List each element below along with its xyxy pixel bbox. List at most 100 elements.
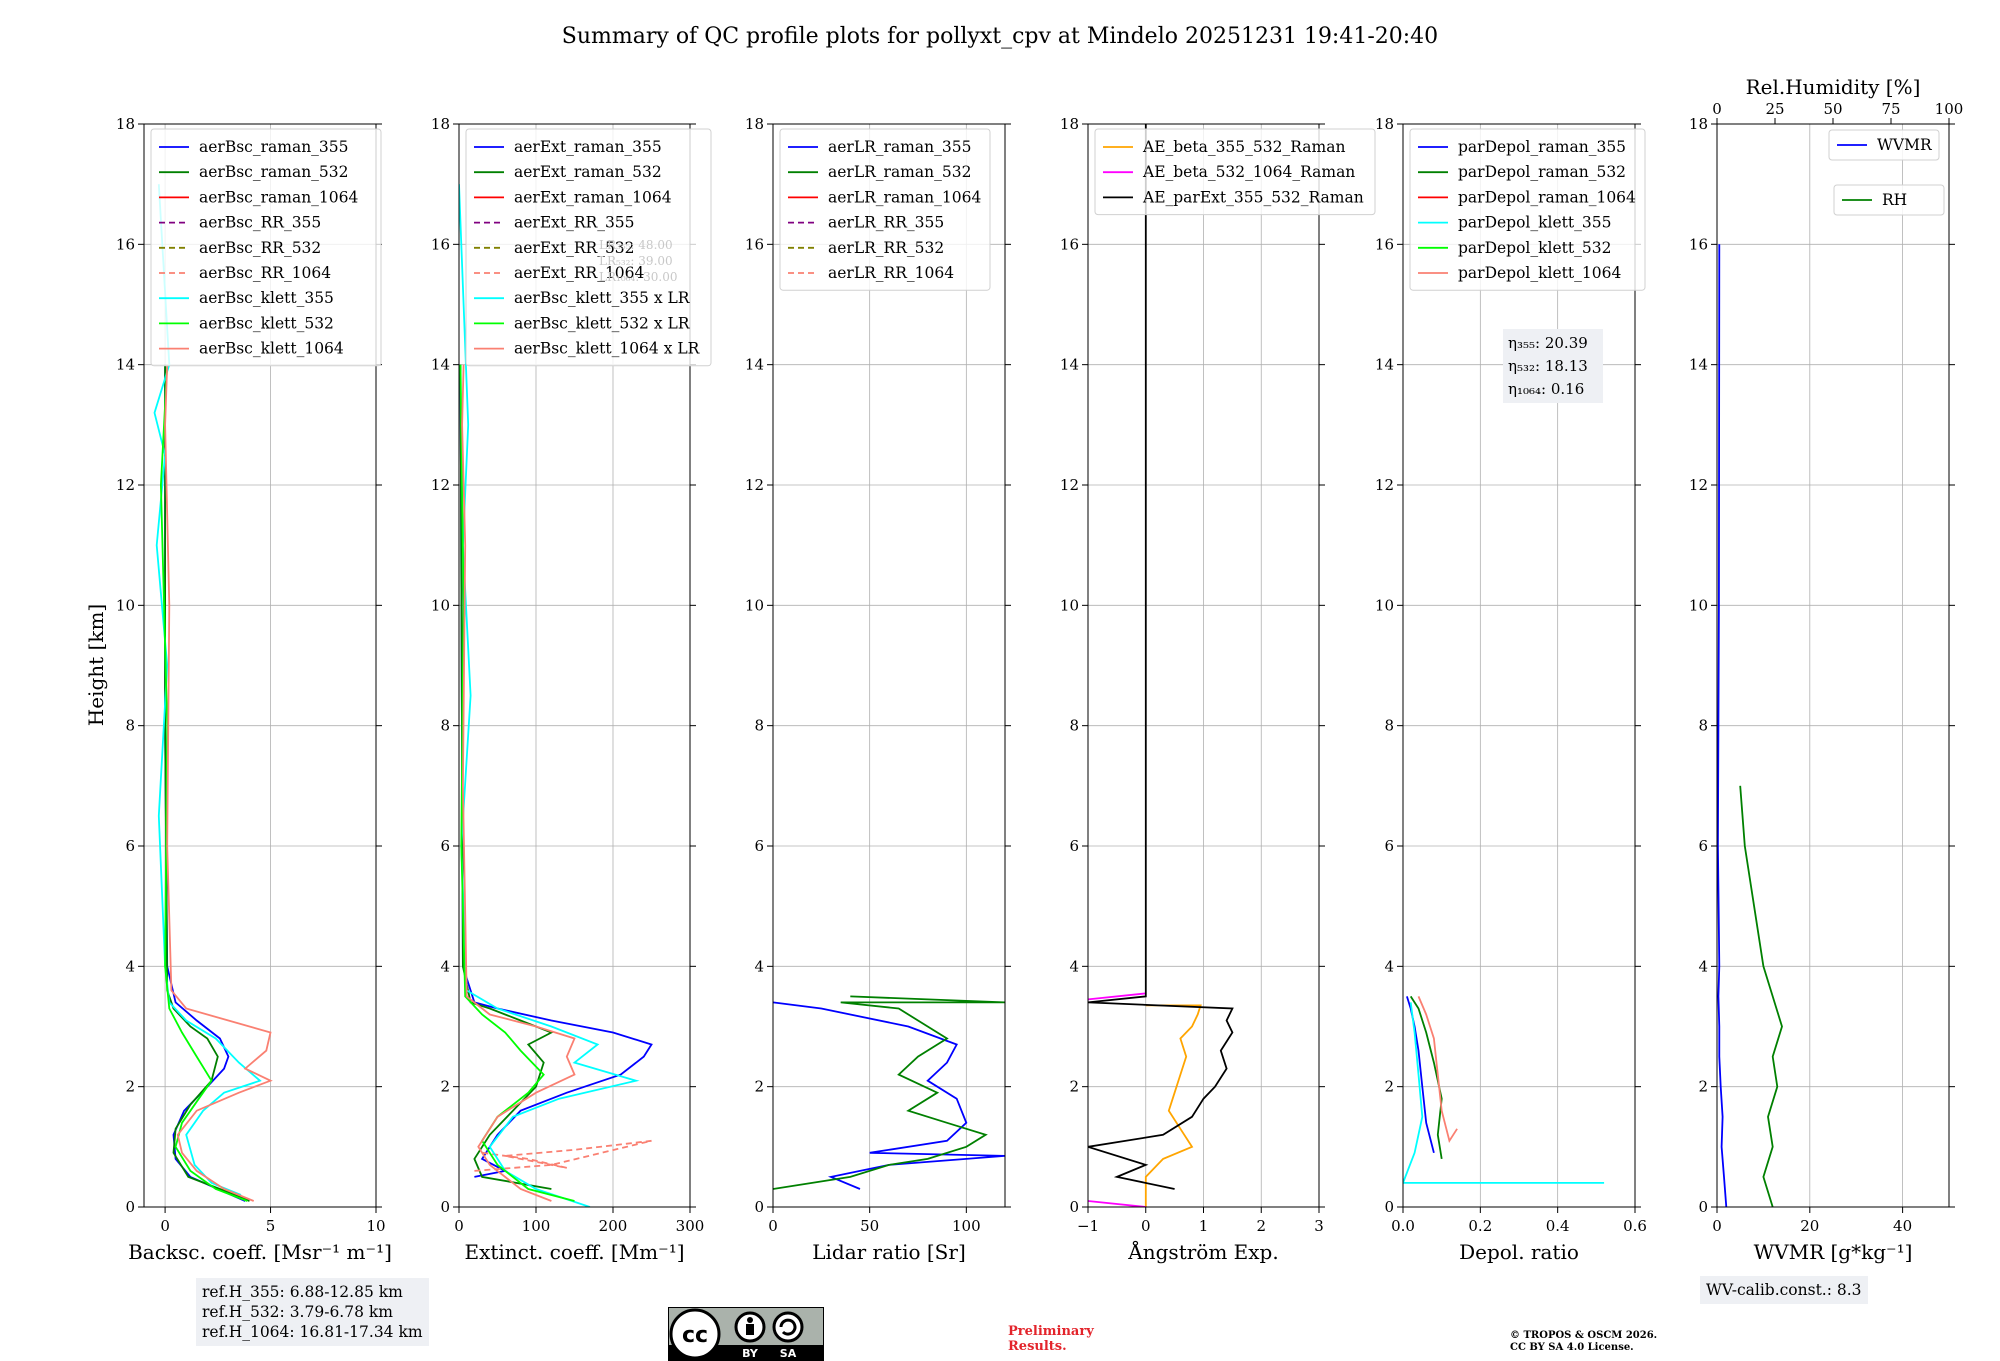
cc-sa-label: SA bbox=[780, 1347, 797, 1360]
y-tick-label: 4 bbox=[1069, 957, 1079, 975]
cc-license-badge: cc BY SA bbox=[668, 1307, 824, 1361]
series-line bbox=[1717, 244, 1728, 1207]
x-axis-label: Ångström Exp. bbox=[1127, 1239, 1278, 1264]
legend-label: aerLR_raman_532 bbox=[828, 163, 971, 181]
y-tick-label: 2 bbox=[125, 1078, 135, 1096]
legend-label: aerBsc_klett_1064 x LR bbox=[514, 340, 701, 358]
y-tick-label: 2 bbox=[754, 1078, 764, 1096]
y-tick-label: 8 bbox=[1384, 717, 1394, 735]
legend-label: aerBsc_klett_355 x LR bbox=[514, 289, 691, 307]
series-line bbox=[164, 364, 273, 1202]
x-tick-label: 100 bbox=[522, 1217, 551, 1235]
series-line bbox=[459, 184, 640, 1207]
y-tick-label: 8 bbox=[440, 717, 450, 735]
legend-label: AE_beta_355_532_Raman bbox=[1142, 138, 1345, 156]
sa-sharealike-icon bbox=[772, 1311, 804, 1343]
y-tick-label: 18 bbox=[431, 115, 450, 133]
series-line bbox=[1403, 1002, 1605, 1184]
x-tick-label: 0 bbox=[160, 1217, 170, 1235]
legend-label: aerLR_raman_1064 bbox=[828, 188, 981, 206]
y-tick-label: 4 bbox=[754, 957, 764, 975]
series-line bbox=[1417, 996, 1458, 1144]
y-tick-label: 6 bbox=[1069, 837, 1079, 855]
x-axis-label: Backsc. coeff. [Msr⁻¹ m⁻¹] bbox=[128, 1240, 392, 1264]
series-line bbox=[1088, 992, 1146, 1001]
series-line bbox=[1409, 995, 1443, 1160]
y-tick-label: 14 bbox=[1689, 356, 1708, 374]
series-group bbox=[1717, 244, 1783, 1207]
x-tick-label: 5 bbox=[266, 1217, 276, 1235]
x-tick-label: 0.6 bbox=[1623, 1217, 1647, 1235]
y-tick-label: 2 bbox=[1069, 1078, 1079, 1096]
legend: parDepol_raman_355 parDepol_raman_532 parD… bbox=[1409, 128, 1646, 291]
top-x-tick-label: 100 bbox=[1935, 100, 1964, 118]
x-axis-label: Lidar ratio [Sr] bbox=[812, 1240, 966, 1264]
y-tick-label: 16 bbox=[1060, 235, 1079, 253]
panel-lidar_ratio: 0 2 4 6 8 10 12 14 16 18 0 50 100 Lidar ratio [Sr] aer… bbox=[745, 115, 1011, 1264]
y-tick-label: 0 bbox=[1384, 1198, 1394, 1216]
top-x-tick-label: 50 bbox=[1823, 100, 1842, 118]
y-tick-label: 18 bbox=[116, 115, 135, 133]
y-tick-label: 18 bbox=[1689, 115, 1708, 133]
legend: aerExt_raman_355 aerExt_raman_532 aerExt_r… bbox=[465, 128, 712, 367]
panel-backscatter: 0 2 4 6 8 10 12 14 16 18 0 5 10 Backsc. coeff. [Msr⁻¹… bbox=[116, 115, 392, 1264]
y-tick-label: 4 bbox=[440, 957, 450, 975]
legend-box bbox=[1833, 184, 1945, 216]
series-line bbox=[459, 364, 575, 1202]
legend-label: aerLR_RR_355 bbox=[828, 214, 944, 232]
preliminary-line-1: Preliminary bbox=[1008, 1324, 1094, 1339]
series-line bbox=[1739, 785, 1783, 1207]
y-tick-label: 4 bbox=[1384, 957, 1394, 975]
lr-annotation: LR₁₀₆₄: 30.00 bbox=[599, 270, 677, 284]
series-group bbox=[773, 995, 1005, 1190]
legend: AE_beta_355_532_Raman AE_beta_532_1064_Ra… bbox=[1094, 128, 1376, 216]
y-tick-label: 0 bbox=[125, 1198, 135, 1216]
legend-label: RH bbox=[1882, 191, 1907, 209]
eta-annotation: η₃₅₅: 20.39 bbox=[1508, 334, 1588, 352]
y-tick-label: 12 bbox=[431, 476, 450, 494]
x-tick-label: 0.4 bbox=[1546, 1217, 1570, 1235]
y-tick-label: 10 bbox=[745, 596, 764, 614]
x-tick-label: 0 bbox=[454, 1217, 464, 1235]
series-line bbox=[1088, 124, 1234, 1190]
y-tick-label: 14 bbox=[1375, 356, 1394, 374]
legend-box bbox=[150, 128, 382, 367]
y-tick-label: 10 bbox=[116, 596, 135, 614]
x-tick-label: 50 bbox=[860, 1217, 879, 1235]
top-x-tick-label: 75 bbox=[1881, 100, 1900, 118]
legend-box bbox=[1409, 128, 1646, 291]
top-x-tick-label: 0 bbox=[1712, 100, 1722, 118]
copyright-line-1: © TROPOS & OSCM 2026. bbox=[1510, 1330, 1658, 1341]
y-tick-label: 6 bbox=[1698, 837, 1708, 855]
legend-label: aerLR_RR_532 bbox=[828, 239, 944, 257]
top-x-tick-label: 25 bbox=[1765, 100, 1784, 118]
legend: aerBsc_raman_355 aerBsc_raman_532 aerBsc_r… bbox=[150, 128, 382, 367]
legend-label: aerExt_RR_355 bbox=[514, 214, 635, 232]
x-tick-label: 10 bbox=[366, 1217, 385, 1235]
y-tick-label: 14 bbox=[431, 356, 450, 374]
y-tick-label: 6 bbox=[440, 837, 450, 855]
y-tick-label: 10 bbox=[1375, 596, 1394, 614]
y-tick-label: 8 bbox=[754, 717, 764, 735]
series-group bbox=[1088, 124, 1234, 1207]
y-tick-label: 8 bbox=[1698, 717, 1708, 735]
eta-box bbox=[1503, 329, 1603, 403]
legend-label: aerBsc_RR_1064 bbox=[199, 264, 331, 282]
x-tick-label: 1 bbox=[1199, 1217, 1209, 1235]
ref-heights-box: ref.H_355: 6.88-12.85 km ref.H_532: 3.79… bbox=[196, 1278, 429, 1346]
y-tick-label: 12 bbox=[1060, 476, 1079, 494]
legend-box bbox=[1828, 129, 1940, 161]
panel-depolarization: 0 2 4 6 8 10 12 14 16 18 0.0 0.2 0.4 0.6 Depol. ratio p… bbox=[1375, 115, 1647, 1264]
y-tick-label: 2 bbox=[440, 1078, 450, 1096]
x-tick-label: 0 bbox=[1141, 1217, 1151, 1235]
y-tick-label: 6 bbox=[125, 837, 135, 855]
ref-height-1064: ref.H_1064: 16.81-17.34 km bbox=[202, 1323, 423, 1341]
y-tick-label: 16 bbox=[745, 235, 764, 253]
cc-icon bbox=[669, 1308, 721, 1360]
y-tick-label: 10 bbox=[1060, 596, 1079, 614]
panel-frame bbox=[772, 123, 1006, 1208]
y-tick-label: 6 bbox=[1384, 837, 1394, 855]
